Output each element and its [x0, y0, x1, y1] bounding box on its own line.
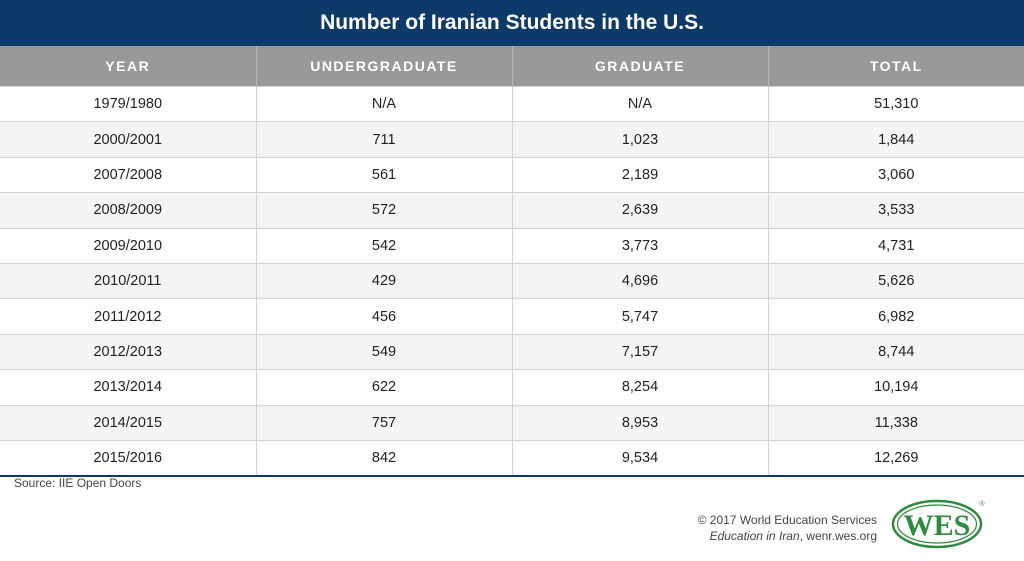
cell-undergraduate: 711 [255, 121, 512, 158]
cell-graduate: 2,189 [511, 156, 768, 193]
table-row: 2010/2011 429 4,696 5,626 [0, 262, 1024, 299]
cell-graduate: 2,639 [511, 192, 768, 229]
table-row: 2015/2016 842 9,534 12,269 [0, 439, 1024, 478]
cell-graduate: 7,157 [511, 333, 768, 370]
cell-undergraduate: 549 [255, 333, 512, 370]
cell-year: 2013/2014 [0, 369, 256, 406]
table-row: 2012/2013 549 7,157 8,744 [0, 333, 1024, 370]
table-row: 2013/2014 622 8,254 10,194 [0, 369, 1024, 406]
cell-graduate: 4,696 [511, 262, 768, 299]
cell-undergraduate: 456 [255, 298, 512, 335]
students-table: YEAR UNDERGRADUATE GRADUATE TOTAL 1979/1… [0, 46, 1024, 478]
cell-undergraduate: 757 [255, 404, 512, 441]
table-row: 2000/2001 711 1,023 1,844 [0, 121, 1024, 158]
wes-logo: WES ® [891, 499, 985, 549]
copyright-text: © 2017 World Education Services [697, 513, 877, 527]
cell-total: 1,844 [767, 121, 1024, 158]
cell-year: 2011/2012 [0, 298, 256, 335]
cell-undergraduate: 561 [255, 156, 512, 193]
table-body: 1979/1980 N/A N/A 51,310 2000/2001 711 1,023 1,… [0, 85, 1024, 478]
cell-total: 4,731 [767, 227, 1024, 264]
table-row: 2007/2008 561 2,189 3,060 [0, 156, 1024, 193]
cell-total: 11,338 [767, 404, 1024, 441]
cell-graduate: 9,534 [511, 439, 768, 478]
cell-year: 2010/2011 [0, 262, 256, 299]
publication-line: Education in Iran, wenr.wes.org [698, 528, 877, 544]
cell-graduate: 3,773 [511, 227, 768, 264]
website-text: , wenr.wes.org [799, 529, 877, 543]
logo-registered-mark: ® [979, 500, 985, 508]
logo-inner-ring [896, 504, 978, 544]
cell-undergraduate: 572 [255, 192, 512, 229]
cell-total: 10,194 [767, 369, 1024, 406]
source-note: Source: IIE Open Doors [14, 476, 142, 490]
column-header-total: TOTAL [767, 46, 1024, 87]
cell-undergraduate: 622 [255, 369, 512, 406]
cell-total: 51,310 [767, 85, 1024, 122]
cell-year: 2012/2013 [0, 333, 256, 370]
cell-total: 12,269 [767, 439, 1024, 478]
cell-graduate: 8,953 [511, 404, 768, 441]
column-header-year: YEAR [0, 46, 256, 87]
cell-graduate: 8,254 [511, 369, 768, 406]
cell-total: 5,626 [767, 262, 1024, 299]
publication-title: Education in Iran [709, 529, 800, 543]
cell-year: 1979/1980 [0, 85, 256, 122]
table-row: 1979/1980 N/A N/A 51,310 [0, 85, 1024, 122]
logo-outer-ring [891, 499, 983, 549]
table-row: 2008/2009 572 2,639 3,533 [0, 192, 1024, 229]
cell-graduate: N/A [511, 85, 768, 122]
cell-undergraduate: 429 [255, 262, 512, 299]
cell-year: 2015/2016 [0, 439, 256, 478]
column-header-undergraduate: UNDERGRADUATE [255, 46, 512, 87]
cell-year: 2000/2001 [0, 121, 256, 158]
credit-block: © 2017 World Education Services Educatio… [698, 512, 877, 544]
cell-year: 2009/2010 [0, 227, 256, 264]
cell-total: 6,982 [767, 298, 1024, 335]
page-title: Number of Iranian Students in the U.S. [320, 11, 704, 34]
cell-year: 2014/2015 [0, 404, 256, 441]
cell-undergraduate: 542 [255, 227, 512, 264]
cell-year: 2008/2009 [0, 192, 256, 229]
cell-total: 8,744 [767, 333, 1024, 370]
table-row: 2009/2010 542 3,773 4,731 [0, 227, 1024, 264]
table-row: 2011/2012 456 5,747 6,982 [0, 298, 1024, 335]
logo-text: WES [904, 509, 971, 542]
title-bar: Number of Iranian Students in the U.S. [0, 0, 1024, 46]
cell-total: 3,060 [767, 156, 1024, 193]
column-header-graduate: GRADUATE [511, 46, 768, 87]
header-row: YEAR UNDERGRADUATE GRADUATE TOTAL [0, 46, 1024, 87]
cell-year: 2007/2008 [0, 156, 256, 193]
cell-graduate: 5,747 [511, 298, 768, 335]
table-row: 2014/2015 757 8,953 11,338 [0, 404, 1024, 441]
cell-undergraduate: N/A [255, 85, 512, 122]
cell-total: 3,533 [767, 192, 1024, 229]
cell-undergraduate: 842 [255, 439, 512, 478]
cell-graduate: 1,023 [511, 121, 768, 158]
